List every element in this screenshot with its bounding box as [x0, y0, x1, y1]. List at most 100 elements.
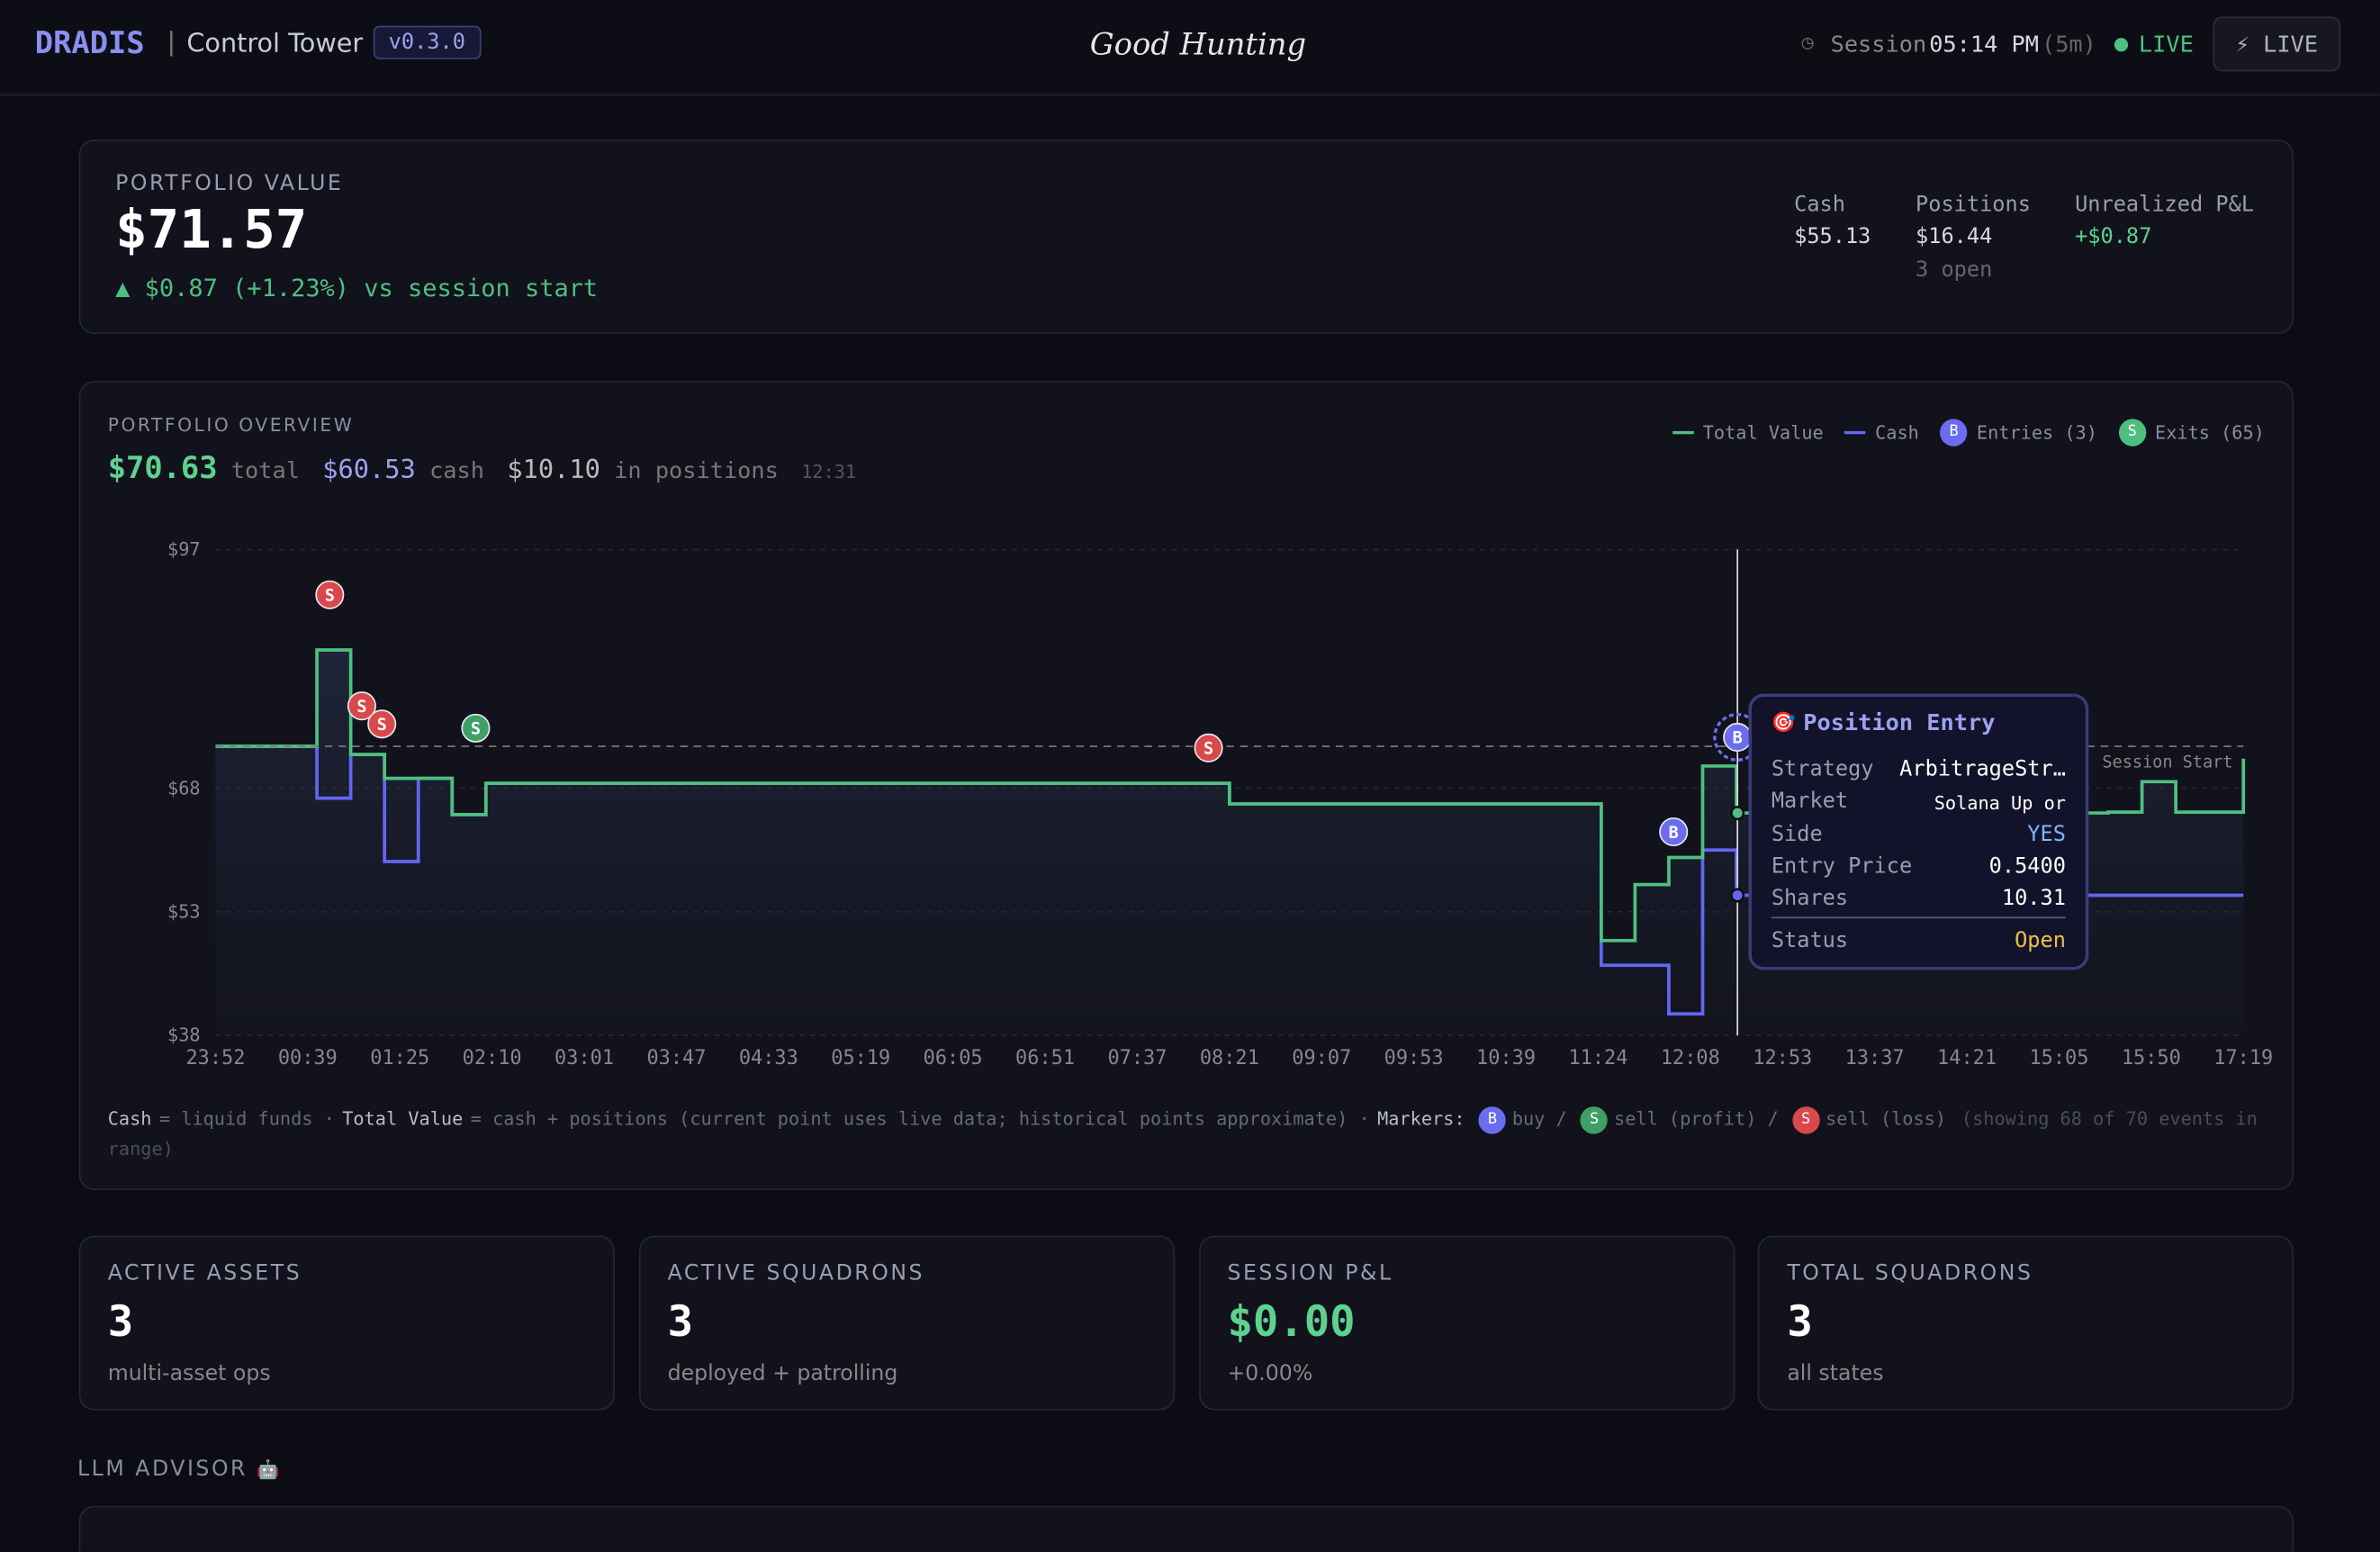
x-tick-label: 02:10	[463, 1047, 522, 1069]
legend-text: Exits (65)	[2155, 421, 2265, 444]
advisor-title-text: LLM ADVISOR	[77, 1457, 248, 1482]
footnote-text: Total Value	[342, 1107, 464, 1130]
footnote-text: Cash	[107, 1107, 152, 1130]
x-tick-label: 08:21	[1200, 1047, 1259, 1069]
y-tick-label: $38	[167, 1024, 201, 1046]
footnote-text: (showing 68 of 70 events in range)	[107, 1107, 2258, 1160]
stat-label: Unrealized P&L	[2075, 193, 2255, 218]
x-tick-label: 10:39	[1476, 1047, 1536, 1069]
marker-label: B	[1733, 729, 1743, 748]
portfolio-change: ▲ $0.87 (+1.23%) vs session start	[115, 273, 599, 302]
x-tick-label: 11:24	[1568, 1047, 1627, 1069]
footnote-badge: S	[1791, 1105, 1820, 1133]
legend-item: Total Value	[1672, 421, 1824, 444]
hover-dot	[1730, 888, 1745, 903]
marker-label: S	[1204, 740, 1213, 759]
tooltip-title: Position Entry	[1803, 708, 1996, 736]
x-tick-label: 03:47	[646, 1047, 706, 1069]
overview-total: $70.63	[107, 449, 218, 486]
advisor-title: LLM ADVISOR 🤖	[77, 1457, 282, 1482]
x-tick-label: 06:05	[924, 1047, 983, 1069]
card-note: all states	[1787, 1361, 1884, 1386]
x-tick-label: 13:37	[1845, 1047, 1905, 1069]
tooltip-value: ArbitrageStr…	[1899, 757, 2066, 782]
stat-note: 3 open	[1916, 257, 1993, 283]
stat-card	[1758, 1235, 2294, 1411]
greeting: Good Hunting	[1089, 25, 1307, 63]
session-duration: (5m)	[2041, 30, 2096, 59]
legend-badge: B	[1940, 419, 1968, 447]
y-tick-label: $97	[167, 538, 201, 560]
marker-label: S	[325, 586, 335, 605]
reference-label: Session Start	[2102, 753, 2232, 772]
hover-dot	[1730, 806, 1745, 821]
tooltip-key: Entry Price	[1771, 854, 1913, 880]
marker	[1194, 733, 1223, 762]
card-note: +0.00%	[1227, 1361, 1313, 1386]
tooltip-key: Side	[1771, 822, 1823, 847]
unit: in positions	[614, 456, 779, 484]
separator: |	[167, 27, 176, 59]
legend-swatch	[1844, 430, 1866, 435]
footnote-text: Markers:	[1377, 1107, 1465, 1130]
overview-cash: $60.53	[322, 455, 416, 486]
x-tick-label: 15:05	[2029, 1047, 2088, 1069]
tooltip-value: 0.5400	[1988, 854, 2066, 880]
card-label: SESSION P&L	[1227, 1261, 1393, 1286]
stat-value: $16.44	[1916, 224, 1993, 249]
card-value: $0.00	[1227, 1296, 1356, 1347]
footnote-text: sell (loss)	[1826, 1107, 1947, 1130]
tooltip-value: Open	[2015, 928, 2066, 953]
tooltip-value: 10.31	[2001, 887, 2066, 912]
card-label: ACTIVE SQUADRONS	[667, 1261, 925, 1286]
version-badge: v0.3.0	[373, 25, 481, 59]
overview-summary: $70.63 total $60.53 cash $10.10 in posit…	[108, 449, 856, 485]
card-value: 3	[1787, 1296, 1813, 1347]
brand: DRADIS	[34, 23, 145, 61]
overview-time: 12:31	[801, 461, 857, 483]
x-tick-label: 12:08	[1661, 1047, 1720, 1069]
card-label: ACTIVE ASSETS	[107, 1261, 302, 1286]
x-tick-label: 14:21	[1937, 1047, 1997, 1069]
status-dot	[2114, 38, 2129, 52]
marker	[367, 709, 397, 739]
card-label: TOTAL SQUADRONS	[1787, 1261, 2033, 1286]
footnote: Cash = liquid funds · Total Value = cash + …	[108, 1104, 2263, 1164]
advisor-card	[78, 1505, 2294, 1552]
advisor-icon: 🤖	[257, 1458, 282, 1481]
tooltip-key: Status	[1771, 928, 1849, 953]
marker	[315, 580, 345, 609]
stat-value: +$0.87	[2075, 224, 2152, 249]
card-value: 3	[667, 1296, 694, 1347]
unit: total	[230, 456, 300, 484]
footnote-text: = liquid funds ·	[158, 1107, 335, 1130]
legend-item: S Exits (65)	[2118, 419, 2265, 447]
legend-item: Cash	[1844, 421, 1919, 444]
x-tick-label: 06:51	[1015, 1047, 1075, 1069]
marker-label: S	[471, 720, 481, 739]
marker-label: S	[356, 698, 366, 717]
x-tick-label: 05:19	[831, 1047, 890, 1069]
tooltip-key: Market	[1771, 790, 1849, 815]
x-tick-label: 17:19	[2213, 1047, 2273, 1069]
card-value: 3	[107, 1296, 134, 1347]
marker	[347, 691, 376, 721]
x-tick-label: 03:01	[554, 1047, 614, 1069]
legend-text: Cash	[1875, 421, 1919, 444]
y-tick-label: $68	[167, 777, 201, 799]
tooltip-value: Solana Up or	[1934, 792, 2066, 815]
portfolio-value: $71.57	[115, 200, 308, 262]
footnote-badge: S	[1580, 1105, 1609, 1133]
marker-label: B	[1669, 824, 1679, 843]
footnote-text: = cash + positions (current point uses l…	[470, 1107, 1370, 1130]
overview-label: PORTFOLIO OVERVIEW	[107, 414, 355, 436]
footnote-text: sell (profit) /	[1614, 1107, 1779, 1130]
live-button[interactable]: ⚡ LIVE	[2213, 16, 2341, 72]
x-tick-label: 01:25	[370, 1047, 429, 1069]
portfolio-label: PORTFOLIO VALUE	[115, 171, 344, 196]
unit: cash	[429, 456, 484, 484]
legend-text: Total Value	[1702, 421, 1824, 444]
footnote-badge: B	[1478, 1105, 1507, 1133]
